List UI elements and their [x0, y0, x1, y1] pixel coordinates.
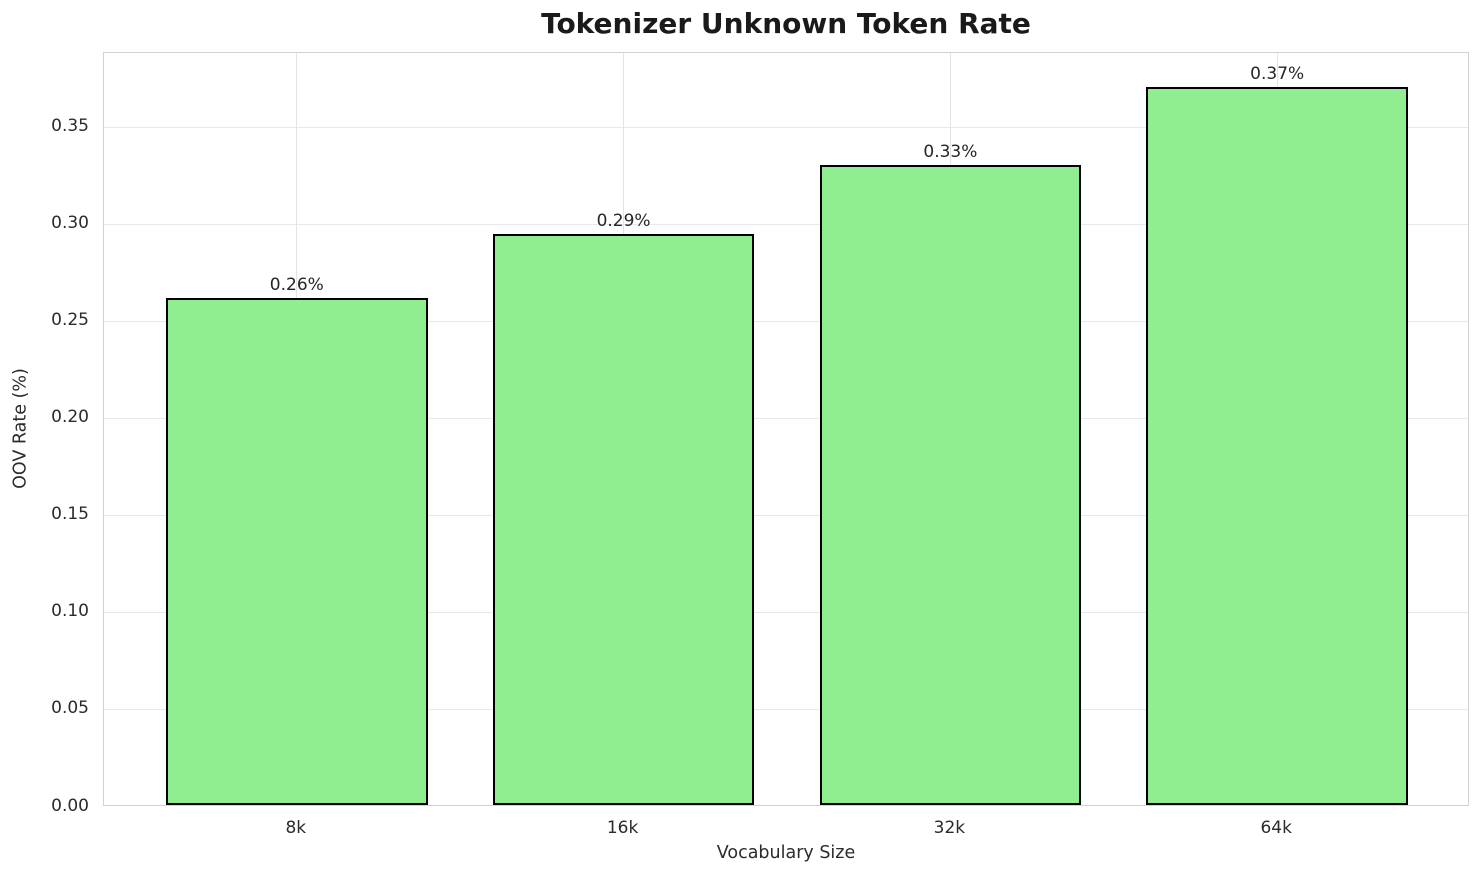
h-gridline	[104, 224, 1468, 226]
y-axis-label: OOV Rate (%)	[10, 368, 31, 489]
bar-value-label: 0.29%	[596, 211, 651, 232]
h-gridline	[104, 515, 1468, 517]
y-tick-label: 0.20	[51, 407, 89, 428]
y-tick-label: 0.35	[51, 116, 89, 137]
bar-8k	[166, 298, 428, 805]
h-gridline	[104, 612, 1468, 614]
y-tick-label: 0.10	[51, 601, 89, 622]
x-axis-label: Vocabulary Size	[716, 843, 856, 863]
y-tick-label: 0.00	[51, 795, 89, 816]
plot-area: 0.26% 0.29% 0.33% 0.37%	[103, 52, 1469, 806]
x-tick-label: 8k	[285, 818, 307, 838]
bar-32k	[819, 164, 1082, 805]
bar-64k	[1146, 86, 1408, 805]
bar-16k	[492, 234, 755, 805]
bar-value-label: 0.33%	[923, 141, 978, 162]
h-gridline	[104, 321, 1468, 323]
bar-value-label: 0.37%	[1250, 63, 1305, 84]
bar-value-label: 0.26%	[269, 275, 324, 296]
x-tick-label: 64k	[1260, 818, 1292, 838]
y-tick-label: 0.15	[51, 504, 89, 525]
y-tick-label: 0.25	[51, 310, 89, 331]
h-gridline	[104, 418, 1468, 420]
y-tick-label: 0.30	[51, 213, 89, 234]
h-gridline	[104, 709, 1468, 711]
chart-title: Tokenizer Unknown Token Rate	[541, 7, 1031, 40]
x-tick-label: 32k	[933, 818, 966, 838]
x-tick-label: 16k	[606, 818, 639, 838]
h-gridline	[104, 127, 1468, 129]
y-tick-label: 0.05	[51, 698, 89, 719]
